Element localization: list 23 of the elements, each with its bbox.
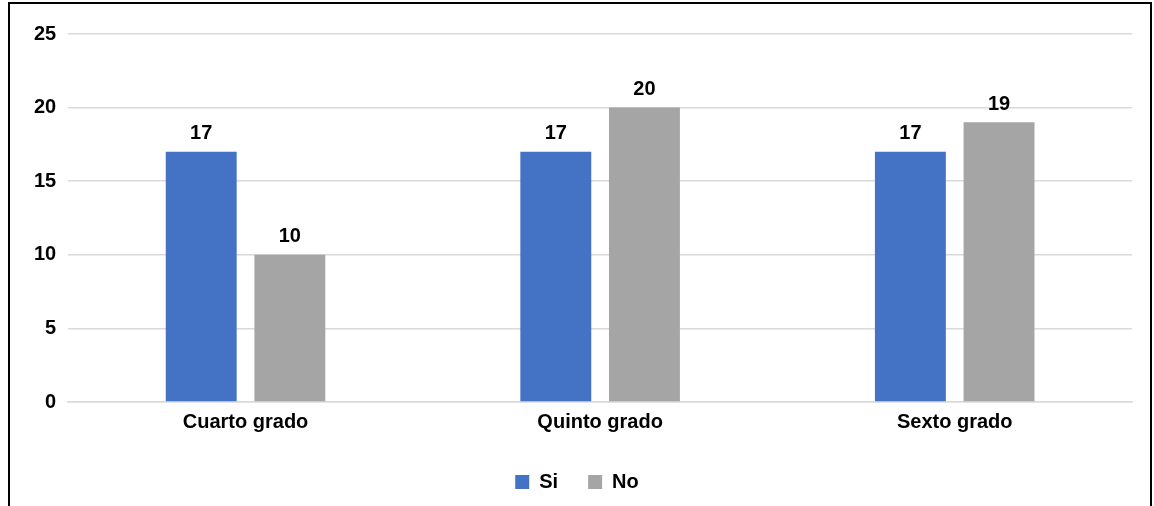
legend-label: Si bbox=[539, 469, 559, 492]
y-tick-label: 20 bbox=[34, 95, 57, 118]
y-tick-label: 10 bbox=[34, 242, 57, 265]
data-label: 20 bbox=[633, 77, 656, 100]
bar bbox=[254, 254, 326, 402]
x-tick-label: Quinto grado bbox=[537, 409, 663, 432]
bar bbox=[608, 107, 680, 402]
bar bbox=[520, 151, 592, 402]
y-tick-label: 15 bbox=[34, 168, 57, 191]
legend-label: No bbox=[612, 469, 639, 492]
data-label: 10 bbox=[278, 224, 301, 247]
data-label: 17 bbox=[544, 121, 567, 144]
bar bbox=[963, 122, 1035, 402]
y-tick-label: 25 bbox=[34, 21, 57, 44]
x-tick-label: Cuarto grado bbox=[182, 409, 309, 432]
data-label: 17 bbox=[899, 121, 922, 144]
y-tick-label: 0 bbox=[45, 389, 57, 412]
data-label: 17 bbox=[190, 121, 213, 144]
y-tick-label: 5 bbox=[45, 315, 57, 338]
bar bbox=[874, 151, 946, 402]
x-tick-label: Sexto grado bbox=[896, 409, 1013, 432]
data-label: 19 bbox=[987, 91, 1011, 114]
bar bbox=[165, 151, 237, 402]
